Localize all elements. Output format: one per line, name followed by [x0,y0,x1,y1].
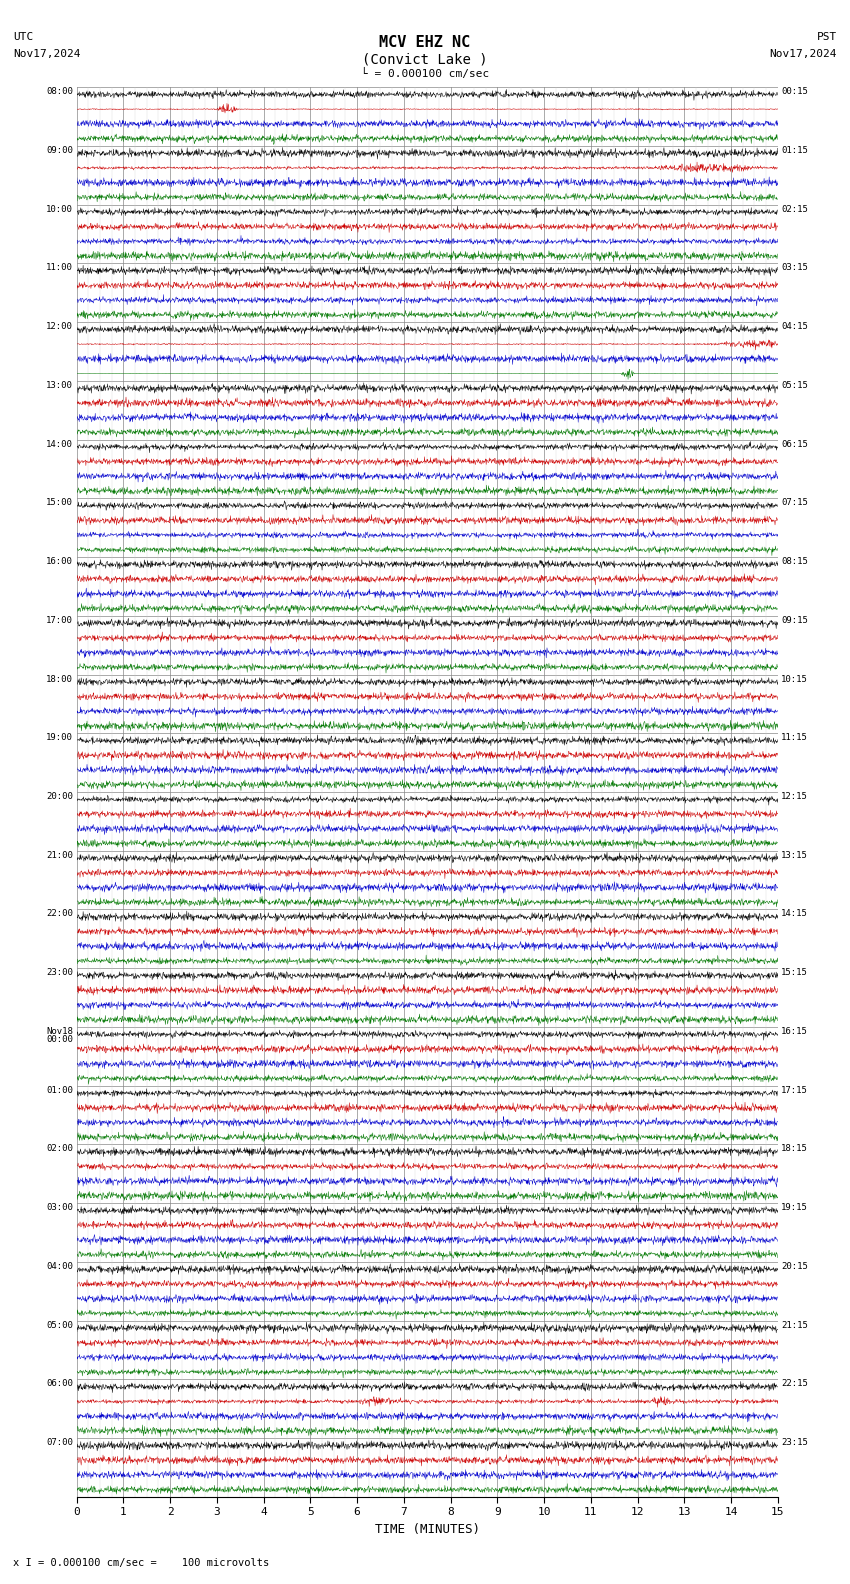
Text: 04:15: 04:15 [781,322,808,331]
Text: 16:00: 16:00 [46,558,73,565]
Text: 17:00: 17:00 [46,616,73,624]
Text: Nov17,2024: Nov17,2024 [13,49,80,59]
Text: 01:15: 01:15 [781,146,808,155]
Text: 09:00: 09:00 [46,146,73,155]
Text: 07:00: 07:00 [46,1438,73,1448]
Text: 20:15: 20:15 [781,1262,808,1270]
Text: 07:15: 07:15 [781,499,808,507]
Text: 11:00: 11:00 [46,263,73,272]
Text: 12:00: 12:00 [46,322,73,331]
Text: 18:15: 18:15 [781,1144,808,1153]
Text: 12:15: 12:15 [781,792,808,802]
Text: UTC: UTC [13,32,33,41]
Text: 13:00: 13:00 [46,380,73,390]
Text: 02:00: 02:00 [46,1144,73,1153]
Text: 01:00: 01:00 [46,1085,73,1095]
Text: 23:00: 23:00 [46,968,73,977]
Text: 03:00: 03:00 [46,1204,73,1212]
Text: 02:15: 02:15 [781,204,808,214]
Text: 10:15: 10:15 [781,675,808,684]
Text: └ = 0.000100 cm/sec: └ = 0.000100 cm/sec [361,68,489,79]
Text: 15:15: 15:15 [781,968,808,977]
Text: 10:00: 10:00 [46,204,73,214]
Text: PST: PST [817,32,837,41]
Text: 17:15: 17:15 [781,1085,808,1095]
Text: 19:00: 19:00 [46,733,73,743]
Text: 06:15: 06:15 [781,440,808,448]
Text: 05:00: 05:00 [46,1321,73,1329]
Text: 21:00: 21:00 [46,851,73,860]
Text: 21:15: 21:15 [781,1321,808,1329]
Text: 00:15: 00:15 [781,87,808,97]
Text: 22:00: 22:00 [46,909,73,919]
Text: Nov17,2024: Nov17,2024 [770,49,837,59]
Text: 06:00: 06:00 [46,1380,73,1389]
Text: 18:00: 18:00 [46,675,73,684]
Text: 16:15: 16:15 [781,1026,808,1036]
Text: 08:00: 08:00 [46,87,73,97]
Text: Nov18
00:00: Nov18 00:00 [46,1026,73,1044]
Text: 09:15: 09:15 [781,616,808,624]
Text: 11:15: 11:15 [781,733,808,743]
Text: 14:00: 14:00 [46,440,73,448]
Text: 14:15: 14:15 [781,909,808,919]
Text: (Convict Lake ): (Convict Lake ) [362,52,488,67]
Text: 22:15: 22:15 [781,1380,808,1389]
Text: 13:15: 13:15 [781,851,808,860]
Text: 15:00: 15:00 [46,499,73,507]
Text: 23:15: 23:15 [781,1438,808,1448]
Text: 20:00: 20:00 [46,792,73,802]
X-axis label: TIME (MINUTES): TIME (MINUTES) [375,1522,479,1536]
Text: MCV EHZ NC: MCV EHZ NC [379,35,471,49]
Text: 03:15: 03:15 [781,263,808,272]
Text: x I = 0.000100 cm/sec =    100 microvolts: x I = 0.000100 cm/sec = 100 microvolts [13,1559,269,1568]
Text: 04:00: 04:00 [46,1262,73,1270]
Text: 05:15: 05:15 [781,380,808,390]
Text: 08:15: 08:15 [781,558,808,565]
Text: 19:15: 19:15 [781,1204,808,1212]
